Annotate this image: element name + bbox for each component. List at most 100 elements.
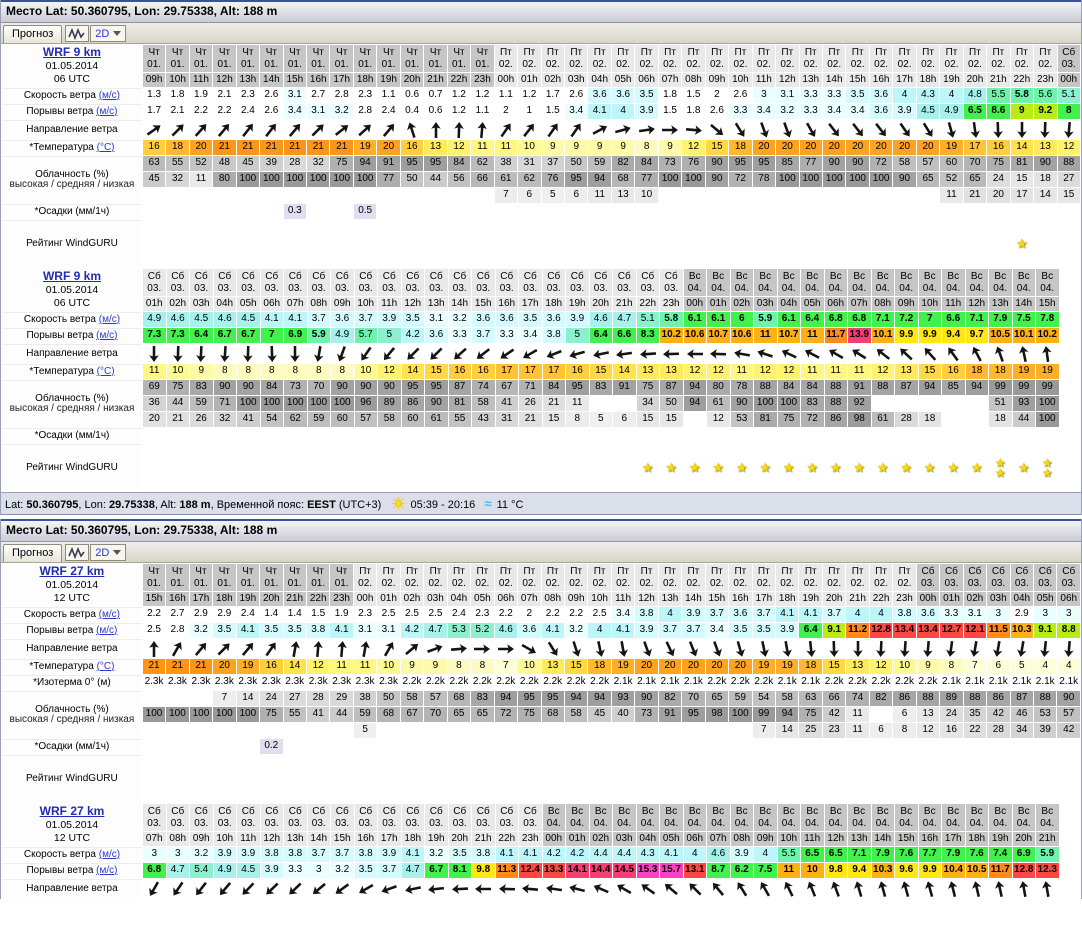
wind-gust-cell: 8.8 <box>1057 623 1080 638</box>
precip-cell <box>825 428 848 443</box>
model-info: WRF 9 km 01.05.2014 06 UTC <box>2 45 142 87</box>
wind-speed-cell: 6.1 <box>777 312 800 327</box>
wind-gust-cell: 1.7 <box>142 104 166 119</box>
gusts-unit-link[interactable]: (м/с) <box>96 624 118 636</box>
precip-cell <box>753 204 775 219</box>
day-cell: Чт 01. <box>142 564 166 591</box>
rating-cell <box>799 755 821 802</box>
precip-cell <box>1034 204 1056 219</box>
mode-2d-dropdown[interactable]: 2D <box>90 25 127 42</box>
row-label-cloud-cover: Облачность (%) высокая / средняя / низкая <box>2 380 142 427</box>
cloud-low-cell: 6 <box>869 723 893 738</box>
rating-cell <box>237 444 260 491</box>
wind-speed-cell: 7.6 <box>895 847 918 862</box>
wind-gust-cell: 11.7 <box>989 863 1012 878</box>
day-cell: Пт 02. <box>1034 45 1057 72</box>
wind-direction-cell <box>612 120 634 139</box>
wind-gust-cell: 10.4 <box>942 863 965 878</box>
rating-cell <box>940 220 962 267</box>
cloud-low-cell: 98 <box>848 412 871 427</box>
speed-unit-link[interactable]: (м/с) <box>98 608 120 620</box>
hour-cell: 07h <box>518 592 541 606</box>
wind-speed-cell: 6.9 <box>1012 847 1035 862</box>
wind-direction-cell <box>425 344 448 363</box>
hour-cell: 03h <box>613 832 636 846</box>
wind-direction-arrow-icon <box>689 882 702 896</box>
wind-direction-arrow-icon <box>404 884 421 894</box>
day-cell: Чт 01. <box>400 45 424 72</box>
star-icon: ★ <box>782 460 795 475</box>
wind-direction-cell <box>682 120 704 139</box>
speed-unit-link[interactable]: (м/с) <box>98 313 121 325</box>
wind-speed-cell: 3 <box>987 607 1010 622</box>
mode-2d-dropdown[interactable]: 2D <box>90 544 127 561</box>
wind-gust-cell: 3.7 <box>378 863 401 878</box>
cloud-low-cell: 12 <box>707 412 730 427</box>
temperature-cell: 8 <box>940 659 963 674</box>
model-link[interactable]: WRF 9 km <box>42 269 101 284</box>
hour-cell: 06h <box>635 73 658 87</box>
temperature-cell: 16 <box>987 140 1010 155</box>
wind-direction-arrow-icon <box>829 640 839 657</box>
model-link[interactable]: WRF 9 km <box>42 45 101 60</box>
gusts-unit-link[interactable]: (м/с) <box>96 329 118 341</box>
wind-direction-arrow-icon <box>521 643 537 654</box>
wind-speed-cell: 2.9 <box>1010 607 1034 622</box>
day-cell: Вс 04. <box>589 804 612 831</box>
wind-speed-cell: 4 <box>683 847 706 862</box>
temp-unit-link[interactable]: (°C) <box>96 365 115 377</box>
cloud-low-cell <box>330 188 352 203</box>
speed-unit-link[interactable]: (м/с) <box>98 89 121 101</box>
day-cell: Чт 01. <box>166 45 189 72</box>
wind-direction-cell <box>588 120 610 139</box>
cloud-high-cell <box>190 691 212 706</box>
hour-cell: 13h <box>989 297 1012 311</box>
footer-tz-value: EEST <box>307 499 336 511</box>
hour-cell: 00h <box>542 832 565 846</box>
cloud-mid-cell: 86 <box>401 396 424 411</box>
cloud-mid-cell: 13 <box>916 707 940 722</box>
hour-cell: 15h <box>142 592 166 606</box>
wind-direction-arrow-icon <box>407 346 420 360</box>
rating-cell <box>425 444 448 491</box>
day-cell: Сб 03. <box>472 269 495 296</box>
precip-cell <box>612 739 634 754</box>
model-info: WRF 27 km 01.05.2014 12 UTC <box>2 804 142 846</box>
wind-speed-cell: 2.7 <box>166 607 189 622</box>
tab-forecast[interactable]: Прогноз <box>3 544 63 562</box>
graph-view-button[interactable] <box>65 25 90 42</box>
rating-cell <box>518 755 540 802</box>
temp-unit-link[interactable]: (°C) <box>96 141 115 153</box>
temperature-cell: 13 <box>846 659 869 674</box>
hour-cell: 20h <box>448 832 471 846</box>
cloud-high-cell: 38 <box>353 691 377 706</box>
day-cell: Чт 01. <box>236 45 260 72</box>
gusts-unit-link[interactable]: (м/с) <box>96 105 118 117</box>
speed-unit-link[interactable]: (м/с) <box>98 848 121 860</box>
wind-direction-cell <box>684 879 707 898</box>
model-link[interactable]: WRF 27 km <box>39 804 105 819</box>
model-run-date: 01.05.2014 <box>45 818 99 831</box>
wind-gust-cell: 10.7 <box>707 328 730 343</box>
wind-direction-arrow-icon <box>615 124 631 134</box>
wind-speed-cell: 2.6 <box>565 88 588 103</box>
graph-view-button[interactable] <box>65 544 90 561</box>
tab-forecast[interactable]: Прогноз <box>3 25 63 43</box>
wind-direction-cell <box>989 879 1012 898</box>
hour-cell: 10h <box>166 73 189 87</box>
wind-direction-arrow-icon <box>453 347 467 359</box>
day-cell: Вс 04. <box>989 269 1012 296</box>
star-icon: ★ <box>970 460 983 475</box>
temperature-cell: 7 <box>494 659 518 674</box>
model-link[interactable]: WRF 27 km <box>39 564 105 579</box>
gusts-unit-link[interactable]: (м/с) <box>96 864 118 876</box>
cloud-high-cell: 88 <box>754 380 777 395</box>
precip-cell <box>800 204 822 219</box>
row-label-wind-direction: Направление ветра <box>2 639 142 658</box>
footer-daylight: 05:39 - 20:16 <box>410 499 476 511</box>
cloud-mid-cell: 89 <box>378 396 401 411</box>
day-cell: Чт 01. <box>306 564 330 591</box>
temp-unit-link[interactable]: (°C) <box>96 660 115 672</box>
wind-direction-arrow-icon <box>760 881 771 897</box>
precip-cell <box>566 428 589 443</box>
